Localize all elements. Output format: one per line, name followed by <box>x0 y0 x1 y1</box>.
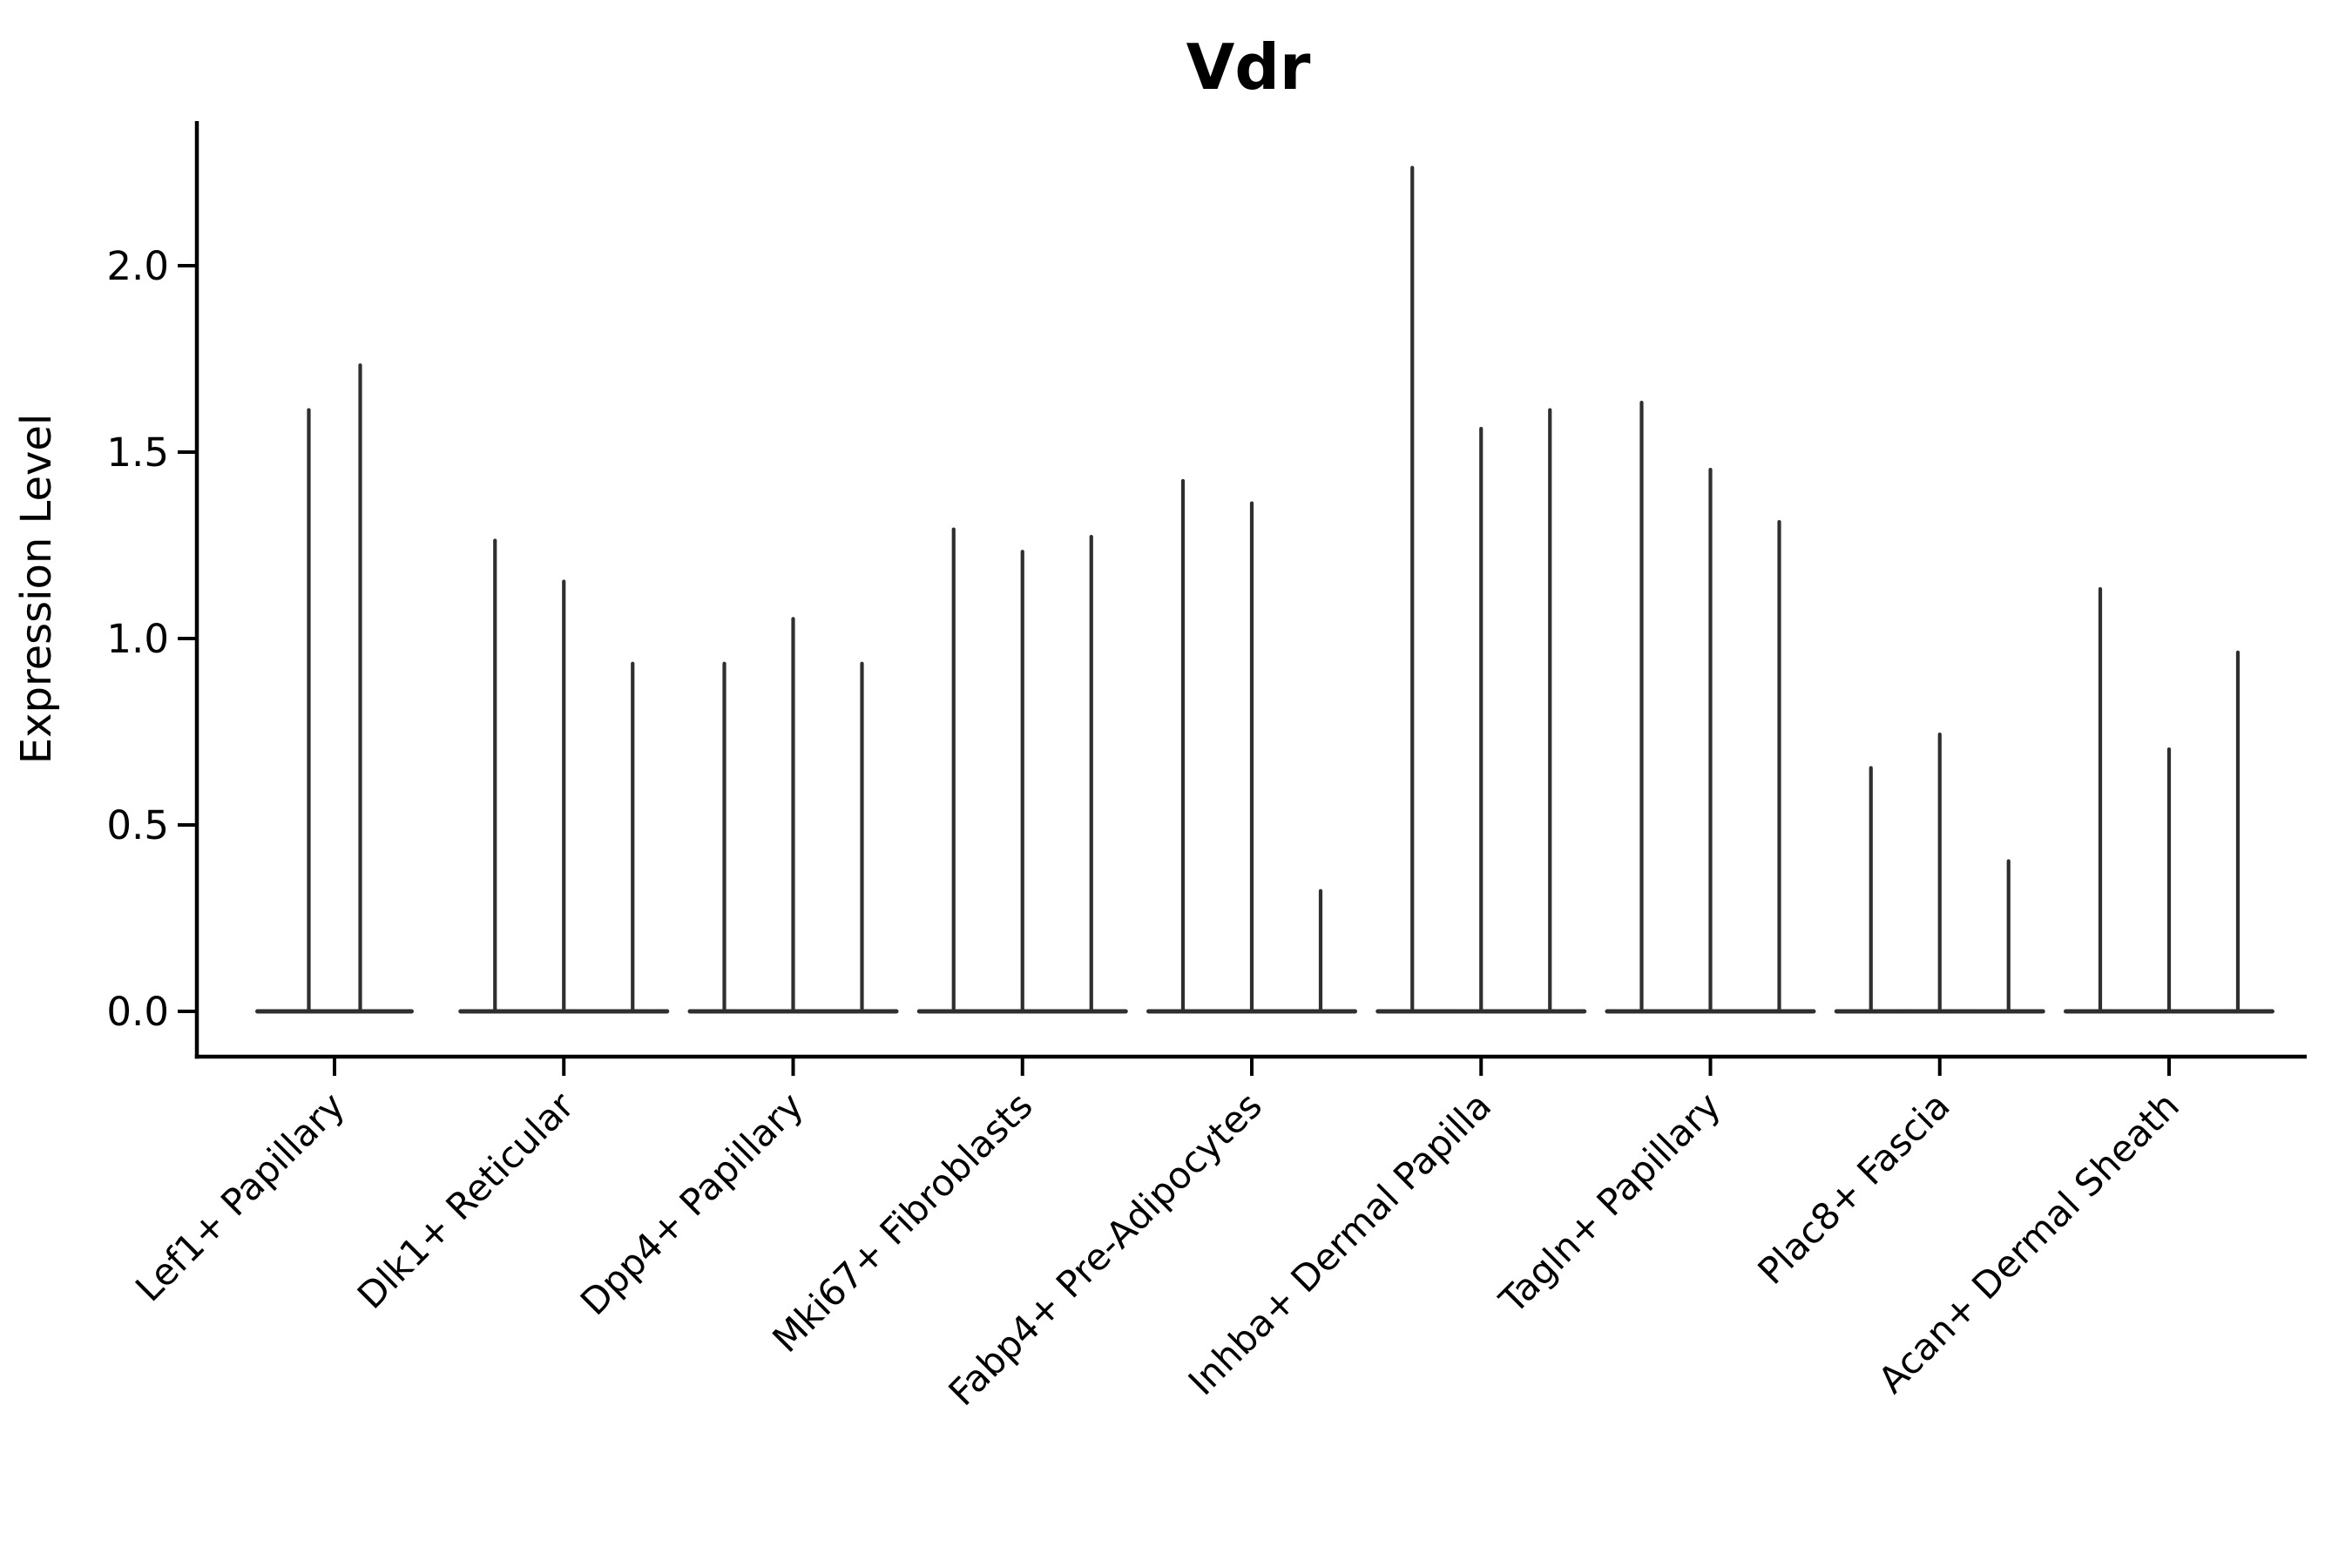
y-tick-label: 1.0 <box>106 616 169 662</box>
y-tick-label: 0.5 <box>106 802 169 848</box>
chart-title: Vdr <box>1186 30 1311 104</box>
y-tick-label: 2.0 <box>106 243 169 289</box>
y-axis-label: Expression Level <box>12 414 61 765</box>
y-tick-label: 0.0 <box>106 989 169 1035</box>
y-tick-label: 1.5 <box>106 429 169 476</box>
